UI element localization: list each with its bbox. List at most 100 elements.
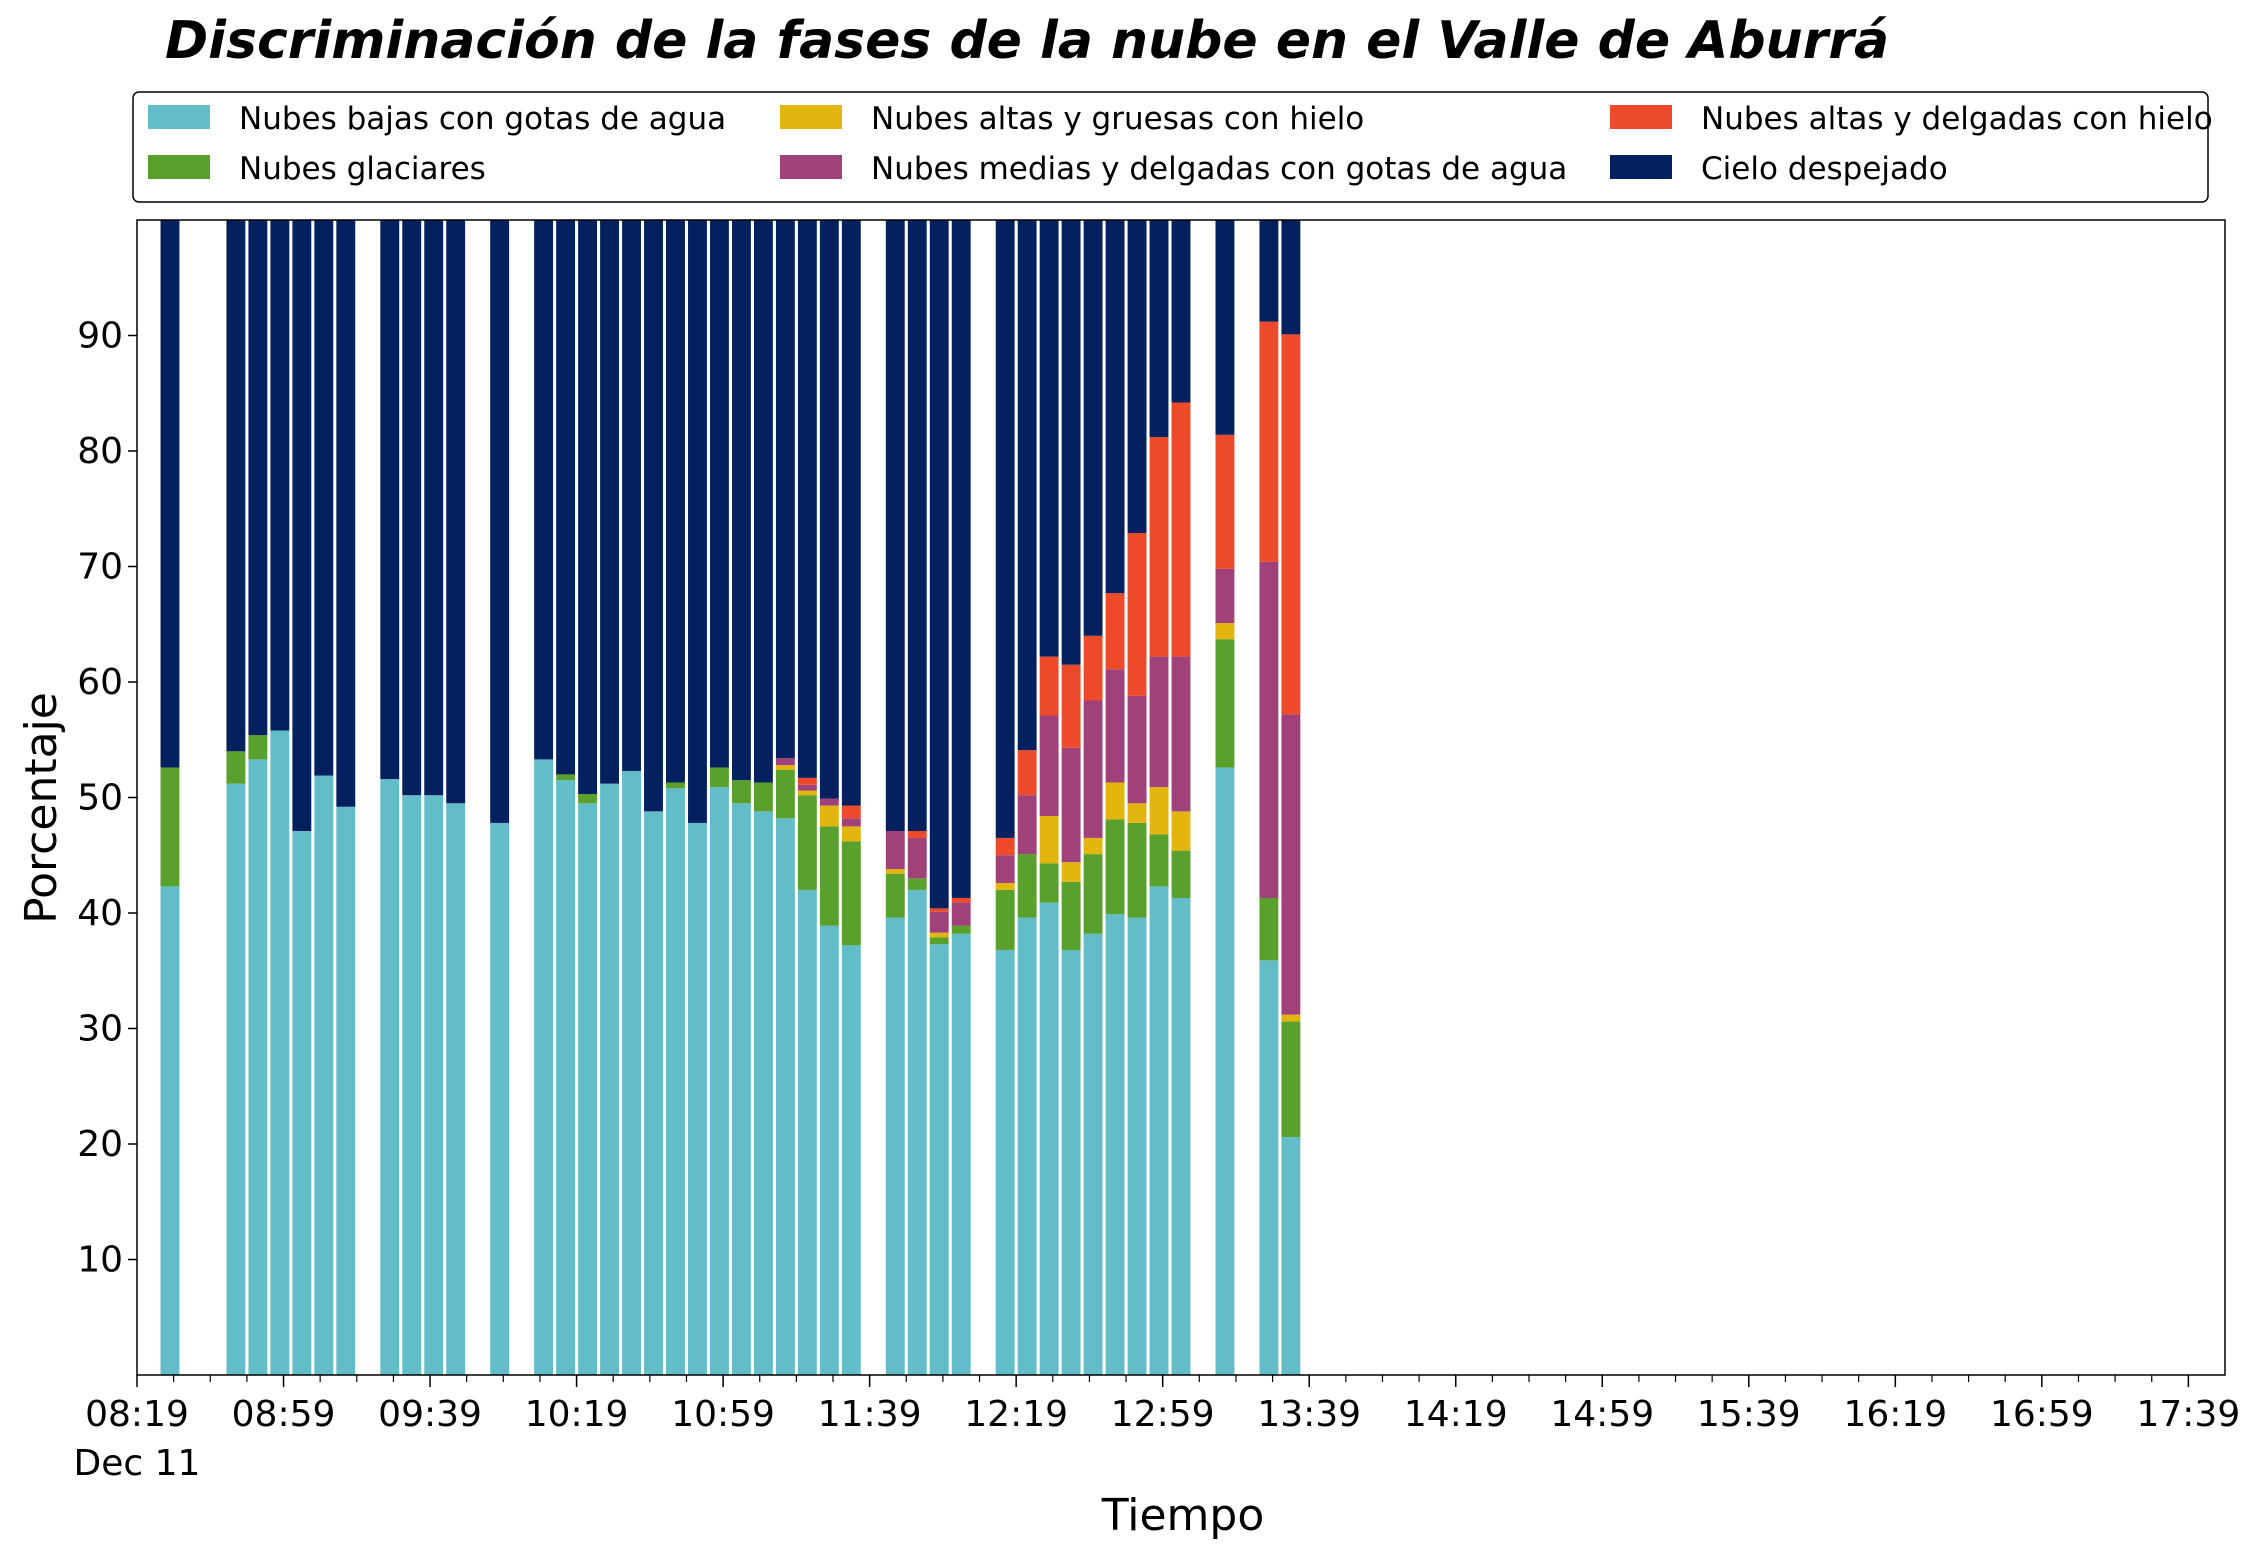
- legend-swatch: [1610, 155, 1672, 179]
- bar-segment-nubes-glaciares: [1039, 863, 1059, 903]
- bar-segment-cielo-despejado: [709, 220, 729, 768]
- bar-segment-nubes-bajas-con-gotas-de-agua: [424, 795, 444, 1375]
- bar-segment-cielo-despejado: [600, 220, 619, 784]
- bar-segment-nubes-altas-y-delgadas-con-hielo: [841, 805, 861, 819]
- bar-segment-nubes-bajas-con-gotas-de-agua: [841, 945, 861, 1375]
- bar-segment-nubes-altas-y-gruesas-con-hielo: [995, 882, 1015, 890]
- bar-segment-nubes-bajas-con-gotas-de-agua: [929, 944, 949, 1375]
- y-tick-label: 50: [77, 778, 123, 819]
- bar-segment-cielo-despejado: [622, 220, 641, 771]
- x-tick-label: 14:59: [1550, 1394, 1654, 1435]
- bar-segment-nubes-bajas-con-gotas-de-agua: [797, 889, 817, 1375]
- bar-segment-nubes-bajas-con-gotas-de-agua: [1281, 1137, 1301, 1375]
- x-tick-label: 12:19: [964, 1394, 1068, 1435]
- legend-label: Nubes glaciares: [239, 151, 486, 187]
- bar-segment-cielo-despejado: [380, 220, 400, 780]
- bar-segment-nubes-bajas-con-gotas-de-agua: [644, 811, 663, 1375]
- bar-segment-nubes-medias-y-delgadas-con-gotas-de-agua: [775, 758, 795, 766]
- y-tick-label: 80: [77, 431, 123, 472]
- y-tick-label: 30: [77, 1009, 123, 1050]
- bar-segment-nubes-bajas-con-gotas-de-agua: [248, 759, 268, 1375]
- bar-segment-nubes-bajas-con-gotas-de-agua: [402, 795, 422, 1375]
- bar-segment-nubes-medias-y-delgadas-con-gotas-de-agua: [1171, 656, 1191, 812]
- bar-segment-nubes-altas-y-gruesas-con-hielo: [797, 790, 817, 796]
- legend-label: Cielo despejado: [1701, 151, 1948, 187]
- bar-segment-nubes-altas-y-delgadas-con-hielo: [1171, 402, 1191, 657]
- bar-segment-nubes-medias-y-delgadas-con-gotas-de-agua: [1105, 669, 1125, 783]
- bar-segment-nubes-bajas-con-gotas-de-agua: [1083, 933, 1103, 1375]
- bar-segment-nubes-bajas-con-gotas-de-agua: [292, 831, 312, 1375]
- x-tick-label: 16:19: [1843, 1394, 1947, 1435]
- bar-segment-cielo-despejado: [1039, 220, 1059, 657]
- bar-segment-nubes-glaciares: [1215, 639, 1235, 768]
- bar-segment-nubes-medias-y-delgadas-con-gotas-de-agua: [1127, 695, 1147, 804]
- bar-segment-nubes-bajas-con-gotas-de-agua: [753, 811, 773, 1375]
- bar-segment-nubes-bajas-con-gotas-de-agua: [688, 822, 707, 1375]
- legend-swatch: [1610, 105, 1672, 129]
- bar-segment-nubes-altas-y-gruesas-con-hielo: [1127, 803, 1147, 823]
- bar-segment-cielo-despejado: [841, 220, 861, 806]
- bar-segment-nubes-glaciares: [841, 841, 861, 946]
- bar-segment-nubes-altas-y-delgadas-con-hielo: [1061, 664, 1081, 748]
- bar-segment-nubes-altas-y-delgadas-con-hielo: [1105, 593, 1125, 670]
- legend-frame: [132, 91, 2209, 203]
- bar-segment-nubes-altas-y-delgadas-con-hielo: [995, 837, 1015, 856]
- x-tick-label: 09:39: [378, 1394, 482, 1435]
- y-tick-label: 70: [77, 547, 123, 588]
- bar-segment-cielo-despejado: [490, 220, 510, 823]
- bar-segment-cielo-despejado: [1171, 220, 1191, 403]
- bar-segment-nubes-bajas-con-gotas-de-agua: [1017, 917, 1037, 1375]
- bar-segment-nubes-altas-y-gruesas-con-hielo: [1105, 782, 1125, 820]
- legend-swatch: [148, 155, 210, 179]
- bar-segment-nubes-altas-y-gruesas-con-hielo: [1039, 815, 1059, 864]
- bar-segment-cielo-despejado: [775, 220, 795, 759]
- bar-segment-nubes-bajas-con-gotas-de-agua: [951, 933, 971, 1375]
- y-tick-label: 20: [77, 1124, 123, 1165]
- bar-segment-nubes-medias-y-delgadas-con-gotas-de-agua: [951, 902, 971, 926]
- bar-segment-nubes-altas-y-gruesas-con-hielo: [1149, 787, 1169, 835]
- bar-segment-nubes-bajas-con-gotas-de-agua: [336, 806, 356, 1375]
- bar-segment-nubes-medias-y-delgadas-con-gotas-de-agua: [1215, 568, 1235, 624]
- bar-segment-nubes-bajas-con-gotas-de-agua: [995, 949, 1015, 1375]
- bar-segment-nubes-bajas-con-gotas-de-agua: [731, 803, 751, 1375]
- bar-segment-cielo-despejado: [819, 220, 839, 799]
- bar-segment-cielo-despejado: [929, 220, 949, 909]
- bar-segment-nubes-glaciares: [1259, 897, 1279, 961]
- bar-segment-nubes-glaciares: [556, 774, 576, 781]
- bar-segment-nubes-medias-y-delgadas-con-gotas-de-agua: [907, 837, 927, 879]
- legend-label: Nubes medias y delgadas con gotas de agu…: [871, 151, 1567, 187]
- legend-swatch: [780, 105, 842, 129]
- x-axis-label: Tiempo: [1101, 1490, 1265, 1541]
- y-axis-label: Porcentaje: [16, 692, 67, 924]
- bar-segment-nubes-glaciares: [819, 826, 839, 926]
- x-tick-label: 10:59: [671, 1394, 775, 1435]
- y-tick-label: 10: [77, 1240, 123, 1281]
- bar-segment-cielo-despejado: [446, 220, 466, 804]
- bar-segment-nubes-bajas-con-gotas-de-agua: [885, 917, 905, 1375]
- bar-segment-nubes-altas-y-delgadas-con-hielo: [929, 908, 949, 912]
- bar-segment-nubes-altas-y-delgadas-con-hielo: [1281, 334, 1301, 715]
- bar-segment-cielo-despejado: [248, 220, 268, 736]
- bar-segment-nubes-glaciares: [1281, 1021, 1301, 1138]
- bar-segment-nubes-bajas-con-gotas-de-agua: [446, 803, 466, 1375]
- bar-segment-nubes-bajas-con-gotas-de-agua: [226, 783, 246, 1375]
- bar-segment-nubes-altas-y-gruesas-con-hielo: [819, 805, 839, 827]
- bar-segment-nubes-bajas-con-gotas-de-agua: [1127, 917, 1147, 1375]
- bar-segment-nubes-bajas-con-gotas-de-agua: [600, 783, 619, 1375]
- bar-segment-nubes-altas-y-gruesas-con-hielo: [775, 765, 795, 770]
- bar-segment-nubes-altas-y-delgadas-con-hielo: [1149, 437, 1169, 657]
- bar-segment-cielo-despejado: [1149, 220, 1169, 438]
- bar-segment-cielo-despejado: [753, 220, 773, 783]
- bar-segment-nubes-bajas-con-gotas-de-agua: [270, 730, 290, 1375]
- bar-segment-nubes-medias-y-delgadas-con-gotas-de-agua: [885, 831, 905, 870]
- bar-segment-nubes-medias-y-delgadas-con-gotas-de-agua: [1039, 715, 1059, 816]
- bar-segment-cielo-despejado: [1127, 220, 1147, 534]
- bar-segment-nubes-bajas-con-gotas-de-agua: [534, 759, 554, 1375]
- bar-segment-cielo-despejado: [731, 220, 751, 781]
- bar-segment-cielo-despejado: [424, 220, 444, 796]
- legend-label: Nubes altas y delgadas con hielo: [1701, 101, 2213, 137]
- bar-segment-nubes-glaciares: [797, 795, 817, 890]
- bar-segment-cielo-despejado: [534, 220, 554, 760]
- bar-segment-nubes-glaciares: [731, 780, 751, 804]
